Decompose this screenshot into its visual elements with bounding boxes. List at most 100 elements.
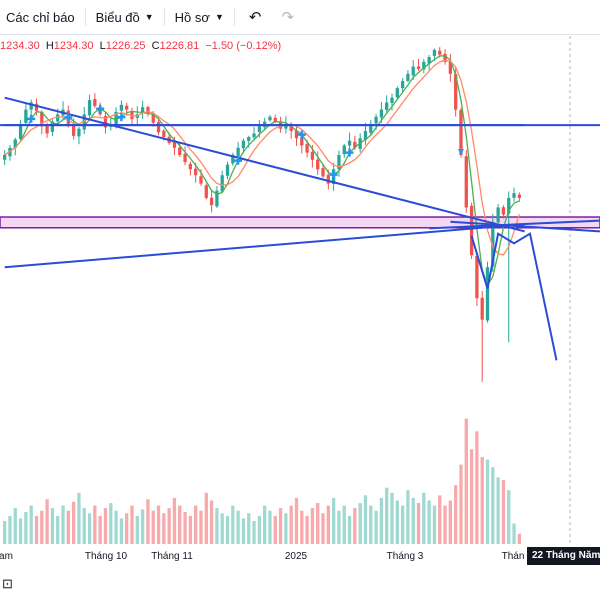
candle-body: [422, 61, 426, 70]
candle-body: [82, 114, 86, 130]
candle-body: [194, 168, 198, 176]
volume-bar: [310, 508, 315, 544]
chart-type-menu[interactable]: Biểu đồ ▼: [90, 0, 160, 34]
volume-bar: [501, 480, 506, 544]
volume-bar: [422, 492, 426, 544]
candle-body: [369, 123, 373, 133]
chevron-down-icon: ▼: [214, 12, 224, 22]
candle-body: [209, 197, 214, 206]
volume-bar: [369, 505, 373, 544]
candle-body: [438, 50, 442, 55]
volume-bar: [194, 505, 198, 544]
candle-body: [517, 194, 521, 198]
chart-type-label: Biểu đồ: [95, 9, 140, 25]
candle-body: [13, 139, 17, 148]
candle-body: [454, 74, 458, 110]
volume-bar: [151, 510, 155, 544]
candle-body: [289, 124, 293, 132]
volume-bar: [305, 515, 309, 544]
trendline-resistance-extended: [450, 220, 600, 233]
candle-body: [130, 110, 134, 120]
trendline-descending-resistance: [4, 96, 525, 233]
volume-bar: [406, 490, 410, 544]
volume-bar: [268, 510, 272, 544]
signal-marker: [27, 114, 36, 123]
candle-body: [146, 107, 150, 114]
signal-marker: [117, 113, 126, 122]
volume-bar: [18, 518, 23, 544]
time-axis: am Tháng 10 Tháng 11 2025 Tháng 3 Thán: [0, 546, 600, 568]
trendline-ascending-support: [4, 223, 525, 269]
candle-body: [3, 154, 7, 160]
volume-bar: [464, 418, 468, 544]
candle-body: [432, 49, 437, 56]
volume-bar: [98, 515, 102, 544]
candle-body: [395, 88, 399, 98]
volume-bar: [337, 510, 341, 544]
profile-menu[interactable]: Hồ sơ ▼: [169, 0, 230, 34]
volume-bar: [146, 499, 150, 544]
top-toolbar: Các chỉ báo Biểu đồ ▼ Hồ sơ ▼ ↶ ↷: [0, 0, 600, 35]
volume-bar: [119, 518, 124, 544]
chevron-down-icon: ▼: [144, 12, 154, 22]
volume-bar: [34, 515, 39, 544]
volume-bar: [448, 500, 453, 544]
candle-body: [119, 104, 124, 111]
candle-body: [215, 190, 219, 207]
trendline-projection: [470, 232, 558, 361]
ohlc-legend: 1234.30 H1234.30 L1226.25 C1226.81 −1.50…: [0, 40, 284, 52]
candle-body: [448, 61, 453, 74]
candle-body: [390, 97, 394, 104]
candle-body: [416, 66, 421, 70]
volume-bar: [278, 508, 283, 544]
volume-bar: [50, 508, 55, 544]
volume-bar: [66, 510, 70, 544]
low-key: L: [99, 40, 106, 52]
volume-bar: [263, 505, 267, 544]
volume-bar: [416, 503, 421, 544]
volume-bar: [61, 505, 65, 544]
candle-body: [50, 121, 55, 132]
candle-body: [45, 124, 49, 134]
candle-body: [305, 144, 309, 153]
candle-body: [247, 137, 251, 141]
candle-body: [491, 221, 495, 267]
calendar-icon[interactable]: ⊡: [2, 576, 13, 591]
volume-bar: [225, 515, 230, 544]
volume-bar: [215, 508, 219, 544]
volume-bar: [204, 492, 208, 544]
volume-bar: [443, 505, 447, 544]
indicators-label: Các chỉ báo: [6, 9, 75, 25]
ma-fast-line: [4, 55, 520, 287]
volume-bar: [252, 520, 256, 544]
time-tick: 2025: [284, 551, 308, 562]
volume-bar: [358, 503, 362, 544]
candle-body: [93, 99, 97, 107]
candle-body: [310, 151, 315, 160]
redo-icon[interactable]: ↷: [281, 9, 295, 26]
low-value: 1226.25: [105, 40, 146, 52]
volume-bar: [507, 490, 511, 544]
candle-body: [459, 109, 463, 155]
candle-body: [469, 205, 474, 256]
candle-body: [294, 130, 299, 139]
volume-bar: [109, 503, 113, 544]
volume-bar: [331, 497, 336, 544]
time-tick: Tháng 11: [151, 551, 193, 562]
candle-body: [485, 267, 490, 321]
volume-bar: [342, 505, 346, 544]
indicators-menu[interactable]: Các chỉ báo: [0, 0, 81, 34]
change-value: −1.50 (−0.12%): [205, 40, 282, 52]
volume-bar: [241, 518, 246, 544]
volume-bar: [374, 510, 378, 544]
volume-bar: [353, 508, 357, 544]
undo-icon[interactable]: ↶: [248, 9, 262, 26]
volume-bar: [220, 513, 224, 544]
volume-bar: [130, 505, 134, 544]
candle-body: [178, 147, 182, 155]
volume-bar: [432, 505, 437, 544]
candle-body: [411, 66, 415, 76]
candle-body: [257, 126, 261, 132]
volume-bar: [347, 515, 352, 544]
